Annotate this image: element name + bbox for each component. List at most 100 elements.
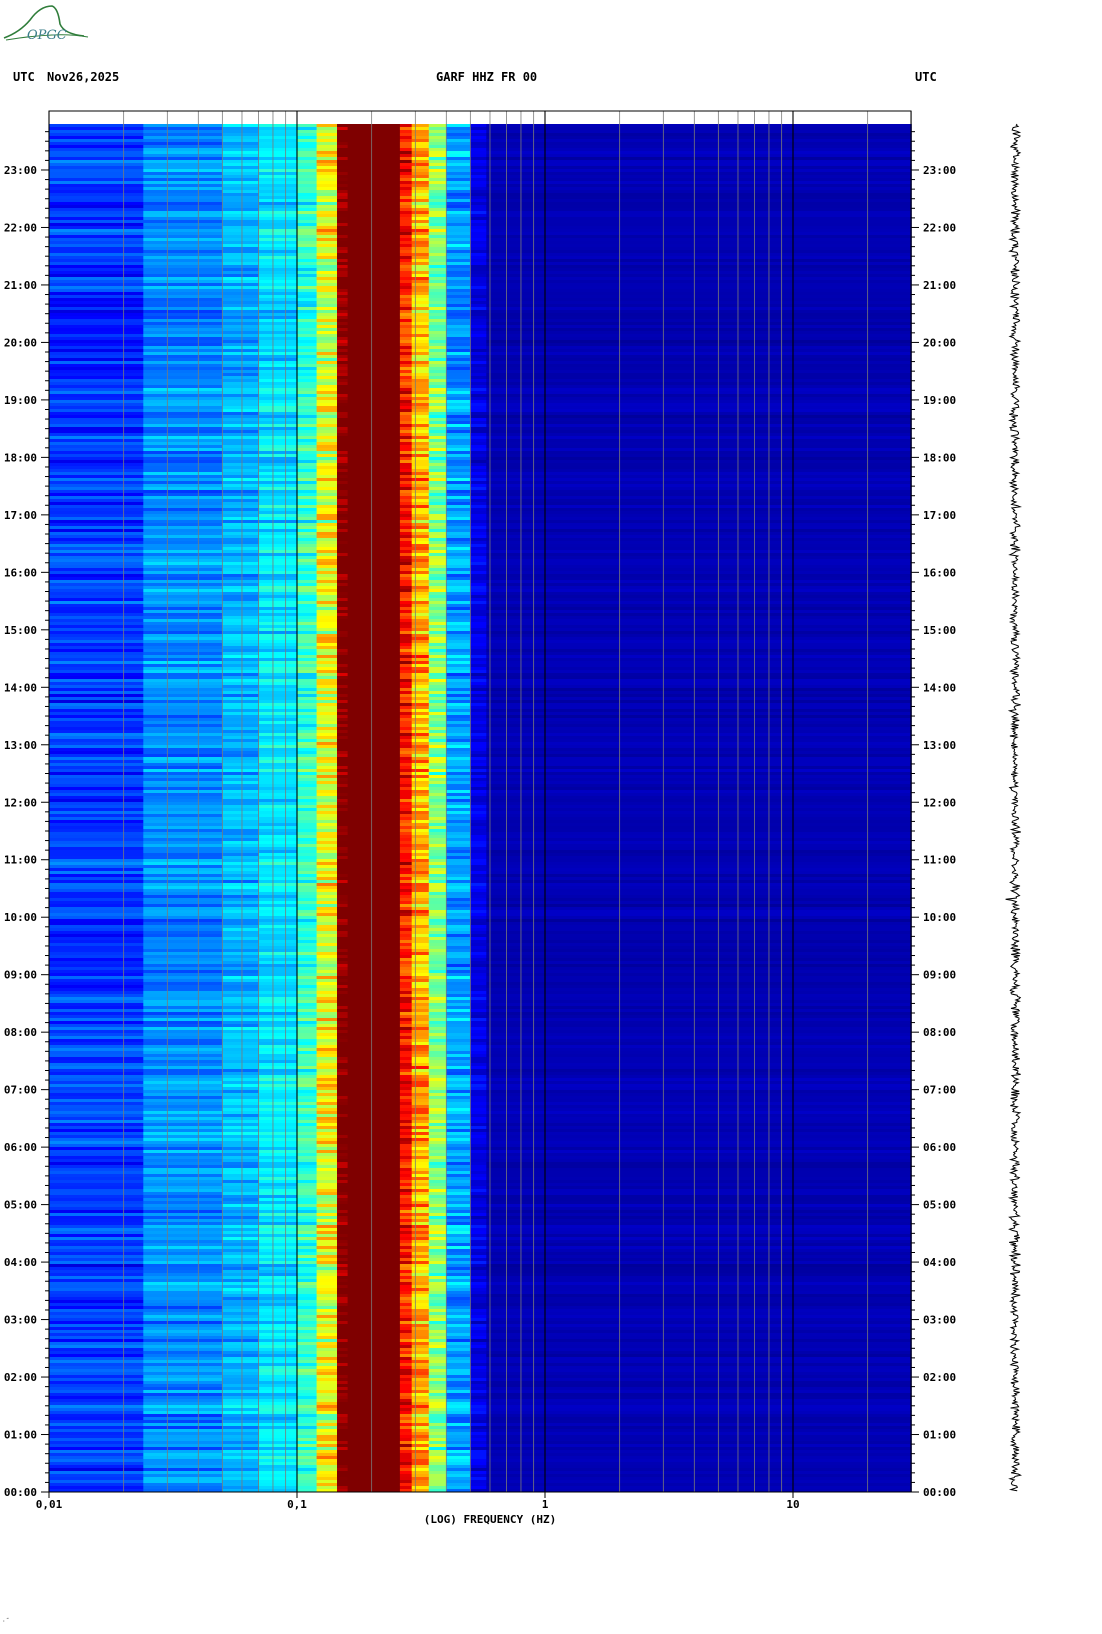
heatmap-cell [411, 604, 430, 608]
heatmap-cell [316, 1174, 338, 1178]
heatmap-cell [337, 655, 349, 659]
heatmap-cell [428, 316, 447, 320]
heatmap-cell [486, 592, 912, 596]
heatmap-cell [428, 1021, 447, 1025]
heatmap-cell [316, 370, 338, 374]
heatmap-cell [337, 955, 349, 959]
heatmap-cell [222, 706, 260, 710]
heatmap-cell [49, 157, 144, 161]
heatmap-cell [316, 715, 338, 719]
heatmap-cell [428, 1159, 447, 1163]
heatmap-cell [258, 916, 298, 920]
heatmap-cell [316, 1177, 338, 1181]
heatmap-cell [411, 439, 430, 443]
heatmap-cell [222, 1141, 260, 1145]
heatmap-cell [258, 628, 298, 632]
heatmap-cell [222, 364, 260, 368]
heatmap-cell [49, 454, 144, 458]
heatmap-cell [297, 616, 318, 620]
heatmap-cell [222, 991, 260, 995]
heatmap-cell [470, 676, 487, 680]
heatmap-cell [49, 1021, 144, 1025]
heatmap-cell [49, 664, 144, 668]
heatmap-cell [446, 280, 471, 284]
heatmap-cell [49, 1033, 144, 1037]
heatmap-cell [222, 796, 260, 800]
heatmap-cell [411, 1018, 430, 1022]
heatmap-cell [258, 421, 298, 425]
heatmap-cell [337, 376, 349, 380]
heatmap-cell [399, 1183, 413, 1187]
heatmap-cell [347, 301, 401, 305]
heatmap-cell [446, 373, 471, 377]
heatmap-cell [347, 403, 401, 407]
heatmap-cell [347, 295, 401, 299]
heatmap-cell [337, 853, 349, 857]
heatmap-cell [316, 1057, 338, 1061]
heatmap-cell [399, 709, 413, 713]
heatmap-cell [446, 778, 471, 782]
heatmap-cell [316, 736, 338, 740]
heatmap-cell [258, 760, 298, 764]
heatmap-cell [258, 619, 298, 623]
heatmap-cell [411, 1174, 430, 1178]
heatmap-cell [446, 580, 471, 584]
heatmap-cell [486, 991, 912, 995]
heatmap-cell [337, 223, 349, 227]
heatmap-cell [399, 349, 413, 353]
heatmap-cell [258, 1123, 298, 1127]
heatmap-cell [316, 1054, 338, 1058]
heatmap-cell [347, 916, 401, 920]
heatmap-cell [143, 940, 223, 944]
heatmap-cell [316, 559, 338, 563]
heatmap-cell [222, 133, 260, 137]
heatmap-cell [486, 1114, 912, 1118]
heatmap-cell [143, 1021, 223, 1025]
heatmap-cell [399, 1036, 413, 1040]
heatmap-cell [446, 745, 471, 749]
heatmap-cell [486, 166, 912, 170]
heatmap-cell [49, 400, 144, 404]
heatmap-cell [347, 244, 401, 248]
heatmap-cell [347, 358, 401, 362]
heatmap-cell [399, 943, 413, 947]
heatmap-cell [49, 1144, 144, 1148]
heatmap-cell [337, 976, 349, 980]
heatmap-cell [428, 943, 447, 947]
heatmap-cell [470, 973, 487, 977]
heatmap-cell [470, 313, 487, 317]
heatmap-cell [470, 997, 487, 1001]
heatmap-cell [297, 289, 318, 293]
heatmap-cell [446, 529, 471, 533]
heatmap-cell [411, 760, 430, 764]
heatmap-cell [316, 892, 338, 896]
heatmap-cell [411, 709, 430, 713]
heatmap-cell [337, 1057, 349, 1061]
heatmap-cell [316, 541, 338, 545]
heatmap-cell [316, 769, 338, 773]
heatmap-cell [486, 235, 912, 239]
heatmap-cell [446, 1012, 471, 1016]
heatmap-cell [222, 403, 260, 407]
heatmap-cell [428, 193, 447, 197]
heatmap-cell [316, 325, 338, 329]
heatmap-cell [337, 142, 349, 146]
heatmap-cell [486, 1132, 912, 1136]
heatmap-cell [411, 889, 430, 893]
heatmap-cell [399, 1093, 413, 1097]
heatmap-cell [337, 727, 349, 731]
heatmap-cell [316, 310, 338, 314]
heatmap-cell [222, 775, 260, 779]
heatmap-cell [470, 529, 487, 533]
heatmap-cell [316, 274, 338, 278]
heatmap-cell [222, 460, 260, 464]
heatmap-cell [49, 973, 144, 977]
heatmap-cell [470, 232, 487, 236]
heatmap-cell [470, 625, 487, 629]
heatmap-cell [258, 676, 298, 680]
heatmap-cell [347, 535, 401, 539]
heatmap-cell [222, 331, 260, 335]
heatmap-cell [470, 862, 487, 866]
heatmap-cell [347, 307, 401, 311]
heatmap-cell [258, 181, 298, 185]
